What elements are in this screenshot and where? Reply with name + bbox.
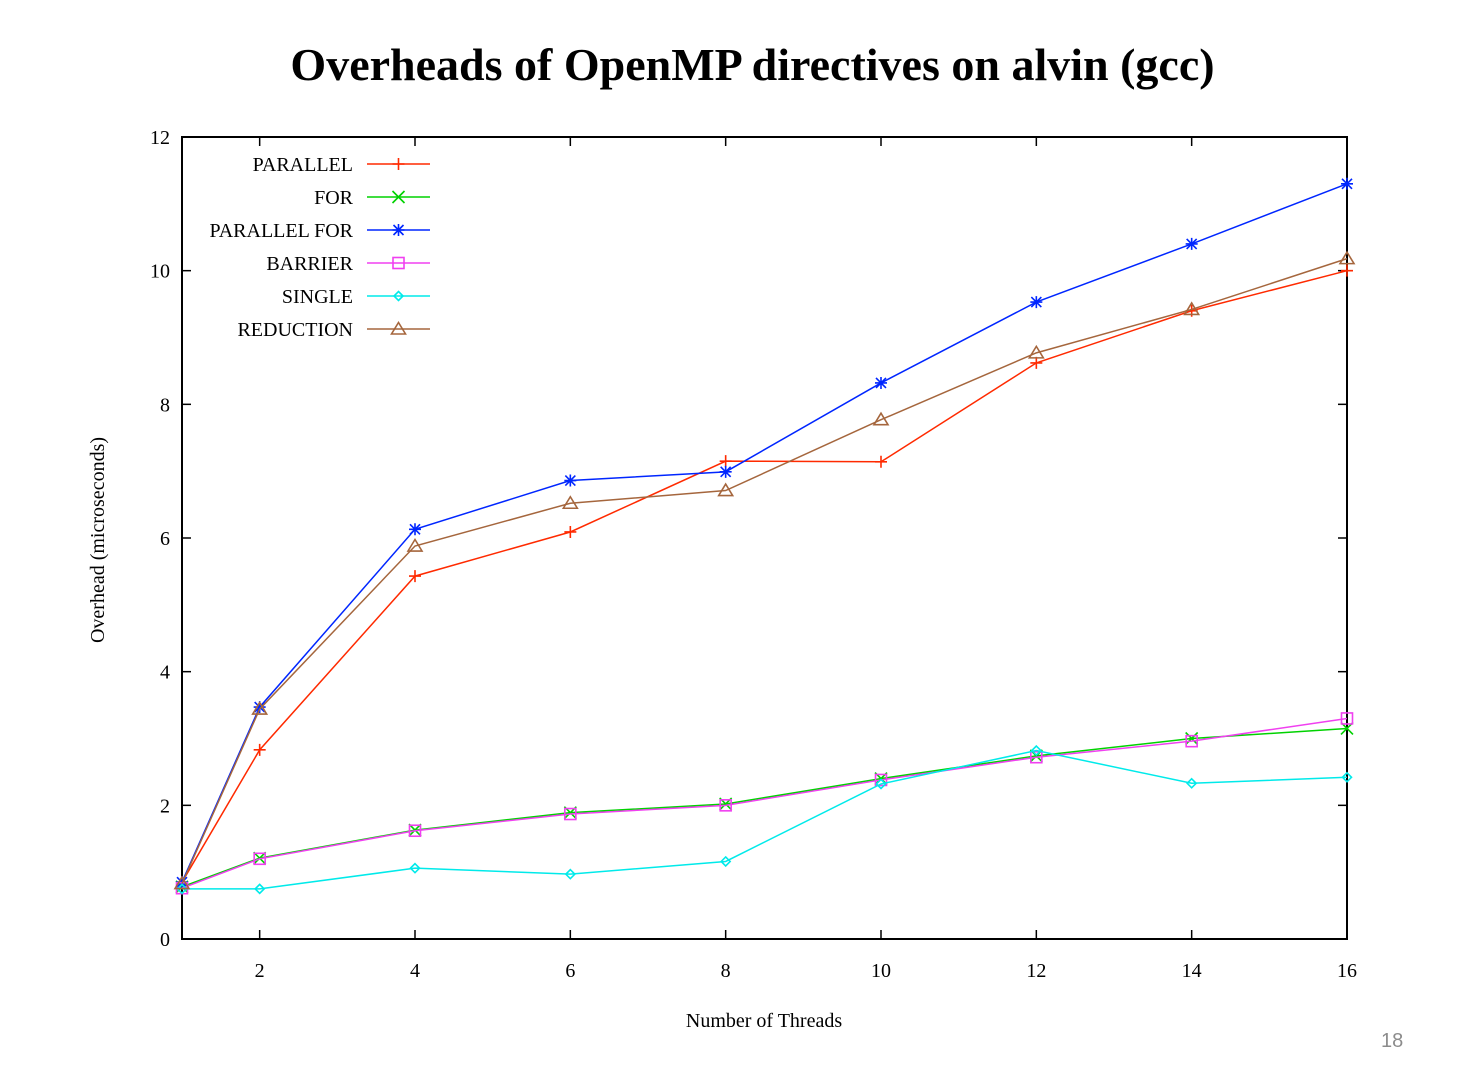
data-point xyxy=(254,883,266,895)
legend-entry: FOR xyxy=(314,187,430,209)
x-tick-label: 6 xyxy=(565,960,575,982)
x-tick-label: 4 xyxy=(410,960,420,982)
legend: PARALLEL FOR PARALLEL FOR BARRIER SINGLE REDU… xyxy=(209,154,430,341)
data-point xyxy=(1185,237,1198,250)
data-point xyxy=(564,525,577,538)
series-line xyxy=(182,749,1348,890)
legend-marker xyxy=(390,320,407,335)
legend-entry: BARRIER xyxy=(266,253,430,275)
data-point xyxy=(408,824,422,838)
data-point xyxy=(406,537,424,552)
data-point xyxy=(409,570,421,583)
data-point xyxy=(719,799,732,812)
legend-label: FOR xyxy=(314,187,354,209)
legend-label: BARRIER xyxy=(266,253,353,275)
data-point xyxy=(1341,264,1353,277)
data-point xyxy=(1183,301,1201,316)
data-point xyxy=(1341,771,1353,783)
data-point xyxy=(874,773,888,787)
data-point xyxy=(1185,734,1198,748)
legend-label: SINGLE xyxy=(282,286,353,308)
series-parallel xyxy=(176,264,1353,889)
x-axis-label: Number of Threads xyxy=(686,1010,842,1032)
data-point xyxy=(173,875,191,890)
legend-label: PARALLEL FOR xyxy=(209,220,353,242)
legend-marker xyxy=(392,290,405,302)
legend-entry: PARALLEL xyxy=(253,154,430,176)
data-point xyxy=(564,868,576,880)
x-tick-label: 12 xyxy=(1026,960,1046,982)
plot-frame xyxy=(181,136,1348,940)
data-point xyxy=(253,743,266,756)
data-point xyxy=(564,474,577,487)
slide-title: Overheads of OpenMP directives on alvin … xyxy=(290,39,1215,90)
data-point xyxy=(717,482,735,497)
axis-layer: 2 4 6 8 10 12 14 16 0 2 4 6 8 10 12 xyxy=(150,127,1357,982)
legend-marker xyxy=(391,190,406,204)
data-point xyxy=(1186,777,1198,789)
series-line xyxy=(181,269,1348,883)
x-tick-label: 14 xyxy=(1182,960,1202,982)
legend-entry: SINGLE xyxy=(282,286,430,308)
data-point xyxy=(1030,296,1043,309)
series-line xyxy=(181,717,1348,889)
y-axis-label: Overhead (microseconds) xyxy=(87,437,109,643)
y-tick-label: 0 xyxy=(160,929,170,951)
data-point xyxy=(719,465,732,478)
data-point xyxy=(1030,750,1043,764)
legend-entry: REDUCTION xyxy=(237,319,430,341)
y-tick-label: 10 xyxy=(150,261,170,283)
data-point xyxy=(875,376,887,389)
series-line xyxy=(181,183,1348,883)
legend-entry: PARALLEL FOR xyxy=(209,220,430,242)
data-point xyxy=(1027,344,1045,359)
data-point xyxy=(1030,744,1042,757)
series-layer xyxy=(173,177,1356,895)
data-point xyxy=(253,701,266,714)
x-tick-label: 8 xyxy=(721,960,731,982)
data-point xyxy=(409,862,421,874)
legend-marker xyxy=(392,158,405,170)
data-point xyxy=(409,523,421,536)
data-point xyxy=(875,778,887,790)
legend-label: REDUCTION xyxy=(237,319,353,341)
data-point xyxy=(561,495,579,510)
data-point xyxy=(1185,731,1199,746)
data-point xyxy=(1338,250,1356,265)
series-reduction xyxy=(173,250,1356,890)
x-tick-label: 2 xyxy=(255,960,265,982)
data-point xyxy=(875,455,887,468)
data-point xyxy=(1341,177,1353,190)
legend-marker xyxy=(392,256,405,270)
data-point xyxy=(1030,356,1043,369)
data-point xyxy=(251,701,269,715)
y-tick-label: 6 xyxy=(160,528,170,550)
series-for xyxy=(175,721,1354,894)
data-point xyxy=(176,883,188,895)
y-tick-label: 12 xyxy=(150,127,170,149)
y-tick-label: 4 xyxy=(160,662,170,684)
x-tick-label: 10 xyxy=(871,960,891,982)
data-point xyxy=(253,852,266,866)
series-single xyxy=(176,744,1353,895)
data-point xyxy=(720,855,732,868)
series-line xyxy=(181,257,1348,884)
data-point xyxy=(872,411,890,426)
series-parallel-for xyxy=(176,177,1353,889)
data-point xyxy=(564,807,577,821)
legend-label: PARALLEL xyxy=(253,154,353,176)
page-number: 18 xyxy=(1381,1030,1404,1052)
x-tick-label: 16 xyxy=(1337,960,1357,982)
y-tick-label: 2 xyxy=(160,795,170,817)
data-point xyxy=(719,455,732,468)
series-line xyxy=(181,727,1348,888)
y-tick-label: 8 xyxy=(160,394,170,416)
data-point xyxy=(1340,712,1354,725)
legend-marker xyxy=(392,224,405,236)
